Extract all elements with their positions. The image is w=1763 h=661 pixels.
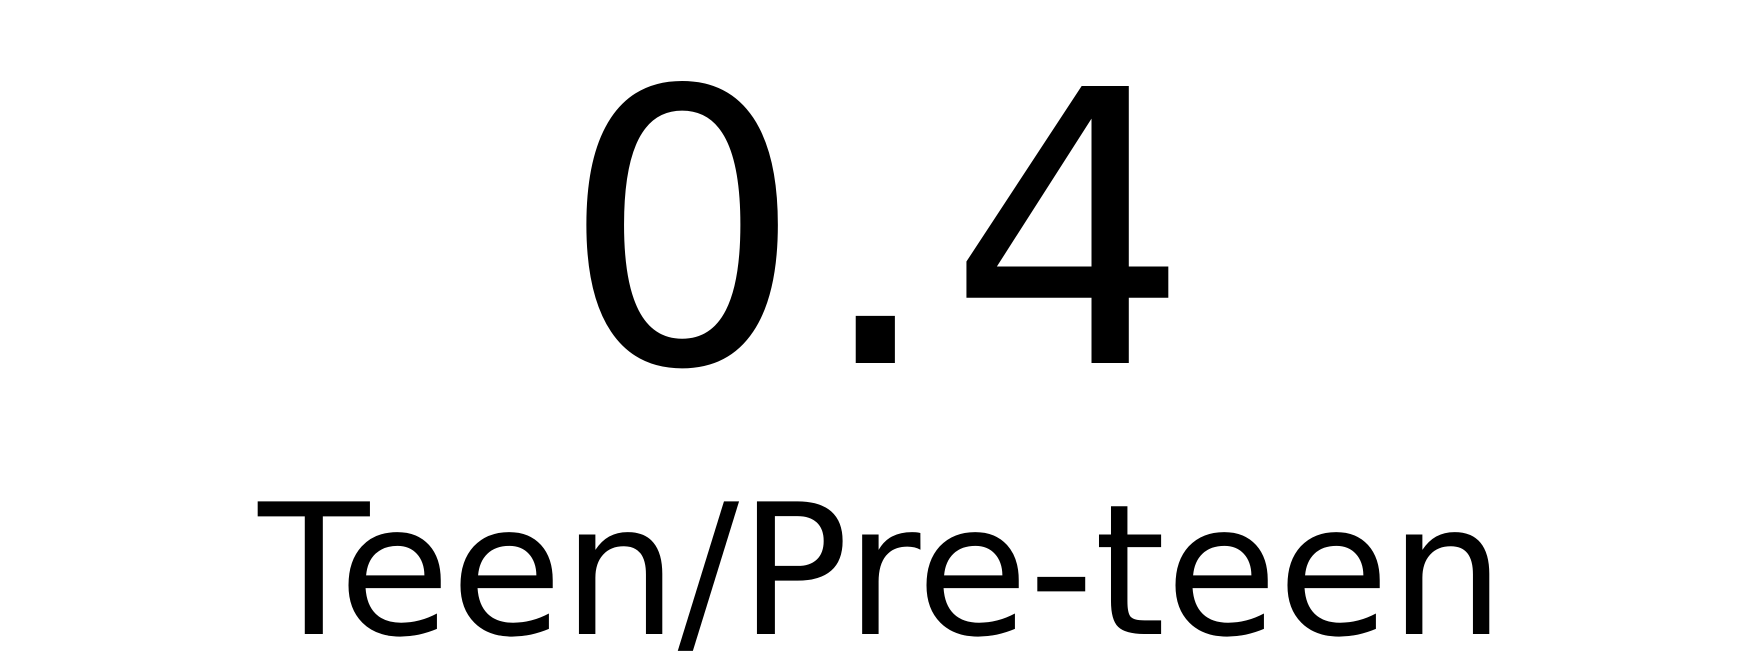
metric-value: 0.4 [561,10,1202,453]
metric-label: Teen/Pre-teen [258,465,1505,661]
